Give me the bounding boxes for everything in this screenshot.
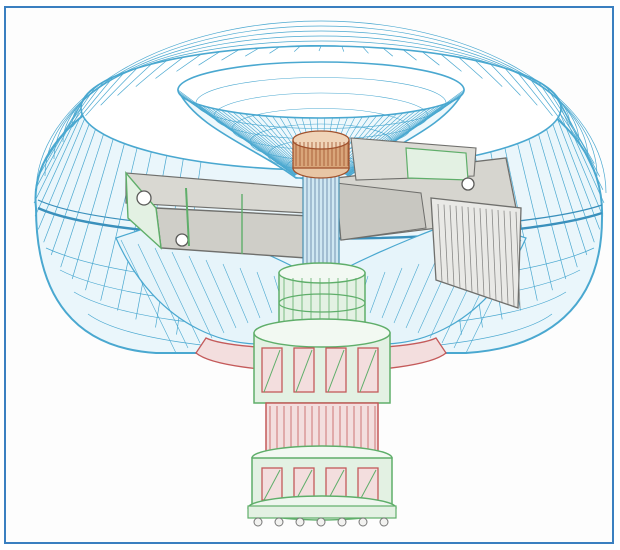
wireframe-machine-illustration [33, 20, 607, 527]
end-plate [247, 495, 397, 521]
figure-frame [4, 6, 614, 544]
stacked-rotor-column [195, 262, 447, 527]
mounting-bolts [253, 517, 389, 527]
radiator-fins [430, 197, 522, 309]
